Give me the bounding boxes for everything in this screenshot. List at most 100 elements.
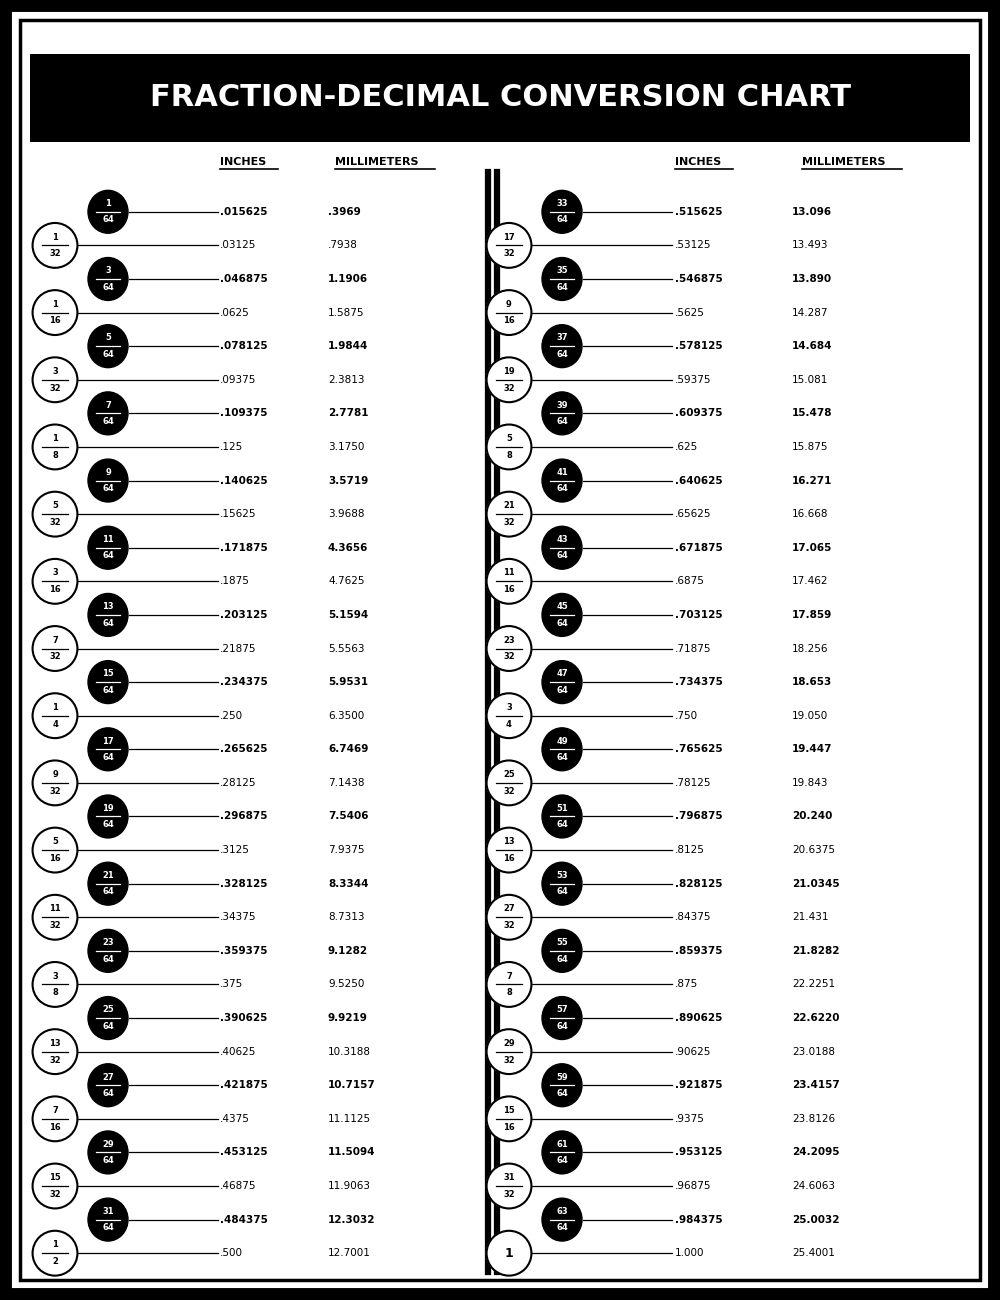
- Ellipse shape: [487, 1030, 531, 1074]
- Text: 7: 7: [506, 971, 512, 980]
- Text: .828125: .828125: [675, 879, 722, 889]
- Text: .90625: .90625: [675, 1046, 711, 1057]
- Text: 21.0345: 21.0345: [792, 879, 840, 889]
- Text: 10.3188: 10.3188: [328, 1046, 371, 1057]
- Text: 20.240: 20.240: [792, 811, 832, 822]
- Text: 64: 64: [556, 282, 568, 291]
- Text: 29: 29: [102, 1140, 114, 1149]
- Text: 1.000: 1.000: [675, 1248, 704, 1258]
- Text: 25: 25: [102, 1005, 114, 1014]
- Text: 64: 64: [556, 1022, 568, 1031]
- Ellipse shape: [542, 594, 582, 637]
- Text: 35: 35: [556, 266, 568, 276]
- FancyBboxPatch shape: [20, 20, 980, 1280]
- Text: 4.7625: 4.7625: [328, 576, 364, 586]
- Text: 32: 32: [503, 1190, 515, 1199]
- Text: 32: 32: [49, 1190, 61, 1199]
- Ellipse shape: [33, 290, 77, 335]
- Ellipse shape: [542, 325, 582, 368]
- Text: 64: 64: [102, 282, 114, 291]
- Text: 5.9531: 5.9531: [328, 677, 368, 688]
- Text: 3: 3: [52, 367, 58, 376]
- Text: 19.050: 19.050: [792, 711, 828, 720]
- Text: 7: 7: [105, 400, 111, 410]
- Text: .203125: .203125: [220, 610, 268, 620]
- Ellipse shape: [487, 290, 531, 335]
- Text: 64: 64: [102, 1156, 114, 1165]
- Text: 32: 32: [503, 653, 515, 662]
- Text: 15.081: 15.081: [792, 374, 828, 385]
- Text: 9.5250: 9.5250: [328, 979, 364, 989]
- Ellipse shape: [487, 491, 531, 537]
- Text: 4: 4: [506, 720, 512, 728]
- Text: 16.668: 16.668: [792, 510, 828, 519]
- Text: 1: 1: [52, 1240, 58, 1249]
- Text: 11: 11: [503, 568, 515, 577]
- Text: 11: 11: [102, 536, 114, 543]
- Text: MILLIMETERS: MILLIMETERS: [802, 157, 886, 166]
- Ellipse shape: [542, 257, 582, 300]
- Text: 23.4157: 23.4157: [792, 1080, 840, 1091]
- Text: .03125: .03125: [220, 240, 256, 251]
- Text: 22.2251: 22.2251: [792, 979, 835, 989]
- Ellipse shape: [542, 1063, 582, 1106]
- Text: 15: 15: [102, 670, 114, 679]
- Text: 24.6063: 24.6063: [792, 1180, 835, 1191]
- Text: .15625: .15625: [220, 510, 256, 519]
- Text: 5: 5: [105, 334, 111, 342]
- Text: .484375: .484375: [220, 1214, 268, 1225]
- Text: 1: 1: [505, 1247, 513, 1260]
- Text: 16: 16: [49, 1123, 61, 1132]
- Text: .703125: .703125: [675, 610, 723, 620]
- Text: 15: 15: [49, 1173, 61, 1182]
- Text: .65625: .65625: [675, 510, 712, 519]
- Text: 64: 64: [102, 1089, 114, 1098]
- Text: 11.1125: 11.1125: [328, 1114, 371, 1123]
- Ellipse shape: [33, 1164, 77, 1209]
- Text: 8: 8: [52, 988, 58, 997]
- Text: 9.9219: 9.9219: [328, 1013, 368, 1023]
- Text: 21: 21: [503, 502, 515, 511]
- Text: 39: 39: [556, 400, 568, 410]
- Ellipse shape: [88, 257, 128, 300]
- Text: 17.859: 17.859: [792, 610, 832, 620]
- Text: 22.6220: 22.6220: [792, 1013, 840, 1023]
- Text: .609375: .609375: [675, 408, 722, 419]
- Text: .40625: .40625: [220, 1046, 256, 1057]
- Text: .46875: .46875: [220, 1180, 256, 1191]
- Text: .296875: .296875: [220, 811, 268, 822]
- Text: 32: 32: [49, 922, 61, 931]
- Text: .671875: .671875: [675, 542, 723, 552]
- Ellipse shape: [542, 190, 582, 233]
- Text: 29: 29: [503, 1039, 515, 1048]
- Text: .875: .875: [675, 979, 698, 989]
- Text: .3969: .3969: [328, 207, 361, 217]
- Text: .750: .750: [675, 711, 698, 720]
- Text: .390625: .390625: [220, 1013, 267, 1023]
- Ellipse shape: [487, 693, 531, 738]
- Text: 15.478: 15.478: [792, 408, 832, 419]
- Text: 19.843: 19.843: [792, 777, 828, 788]
- Text: 16: 16: [503, 1123, 515, 1132]
- Text: 12.7001: 12.7001: [328, 1248, 371, 1258]
- Ellipse shape: [88, 526, 128, 569]
- Text: .640625: .640625: [675, 476, 723, 485]
- Text: 2.3813: 2.3813: [328, 374, 364, 385]
- Text: 57: 57: [556, 1005, 568, 1014]
- Text: 1.9844: 1.9844: [328, 341, 368, 351]
- Text: 18.653: 18.653: [792, 677, 832, 688]
- Text: 31: 31: [503, 1173, 515, 1182]
- Ellipse shape: [542, 1199, 582, 1242]
- Text: .375: .375: [220, 979, 243, 989]
- Text: 1.5875: 1.5875: [328, 308, 364, 317]
- Text: 47: 47: [556, 670, 568, 679]
- Text: 11.9063: 11.9063: [328, 1180, 371, 1191]
- Ellipse shape: [88, 325, 128, 368]
- Text: 6.3500: 6.3500: [328, 711, 364, 720]
- Ellipse shape: [33, 894, 77, 940]
- Text: MILLIMETERS: MILLIMETERS: [335, 157, 418, 166]
- Text: 13.890: 13.890: [792, 274, 832, 283]
- Text: .96875: .96875: [675, 1180, 712, 1191]
- Text: 8: 8: [506, 988, 512, 997]
- Ellipse shape: [33, 1030, 77, 1074]
